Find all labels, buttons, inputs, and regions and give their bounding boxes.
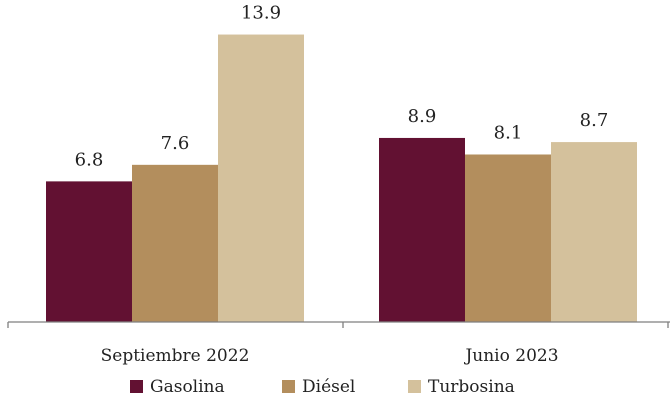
legend-swatch-turbosina	[408, 380, 421, 393]
bar-turbosina-0	[218, 34, 304, 322]
value-label-turbosina-1: 8.7	[580, 110, 609, 131]
category-label-septiembre-2022: Septiembre 2022	[101, 346, 250, 366]
value-label-diesel-0: 7.6	[161, 133, 190, 154]
value-label-gasolina-1: 8.9	[408, 106, 437, 127]
bar-diesel-0	[132, 164, 218, 322]
bar-gasolina-1	[379, 137, 465, 322]
legend: Gasolina Diésel Turbosina	[130, 377, 515, 397]
x-axis	[7, 321, 670, 328]
legend-swatch-gasolina	[130, 380, 143, 393]
legend-label-turbosina: Turbosina	[428, 377, 515, 397]
value-labels-group: 6.8 8.9 7.6 8.1 13.9 8.7	[75, 3, 609, 171]
value-label-gasolina-0: 6.8	[75, 149, 104, 170]
value-label-turbosina-0: 13.9	[241, 3, 281, 24]
value-label-diesel-1: 8.1	[494, 122, 523, 143]
legend-label-diesel: Diésel	[302, 377, 355, 397]
bars-group	[46, 34, 637, 322]
legend-label-gasolina: Gasolina	[150, 377, 225, 397]
category-labels-group: Septiembre 2022 Junio 2023	[101, 346, 559, 366]
bar-turbosina-1	[551, 142, 637, 322]
bar-diesel-1	[465, 154, 551, 322]
bar-gasolina-0	[46, 181, 132, 322]
category-label-junio-2023: Junio 2023	[463, 346, 558, 366]
legend-swatch-diesel	[282, 380, 295, 393]
